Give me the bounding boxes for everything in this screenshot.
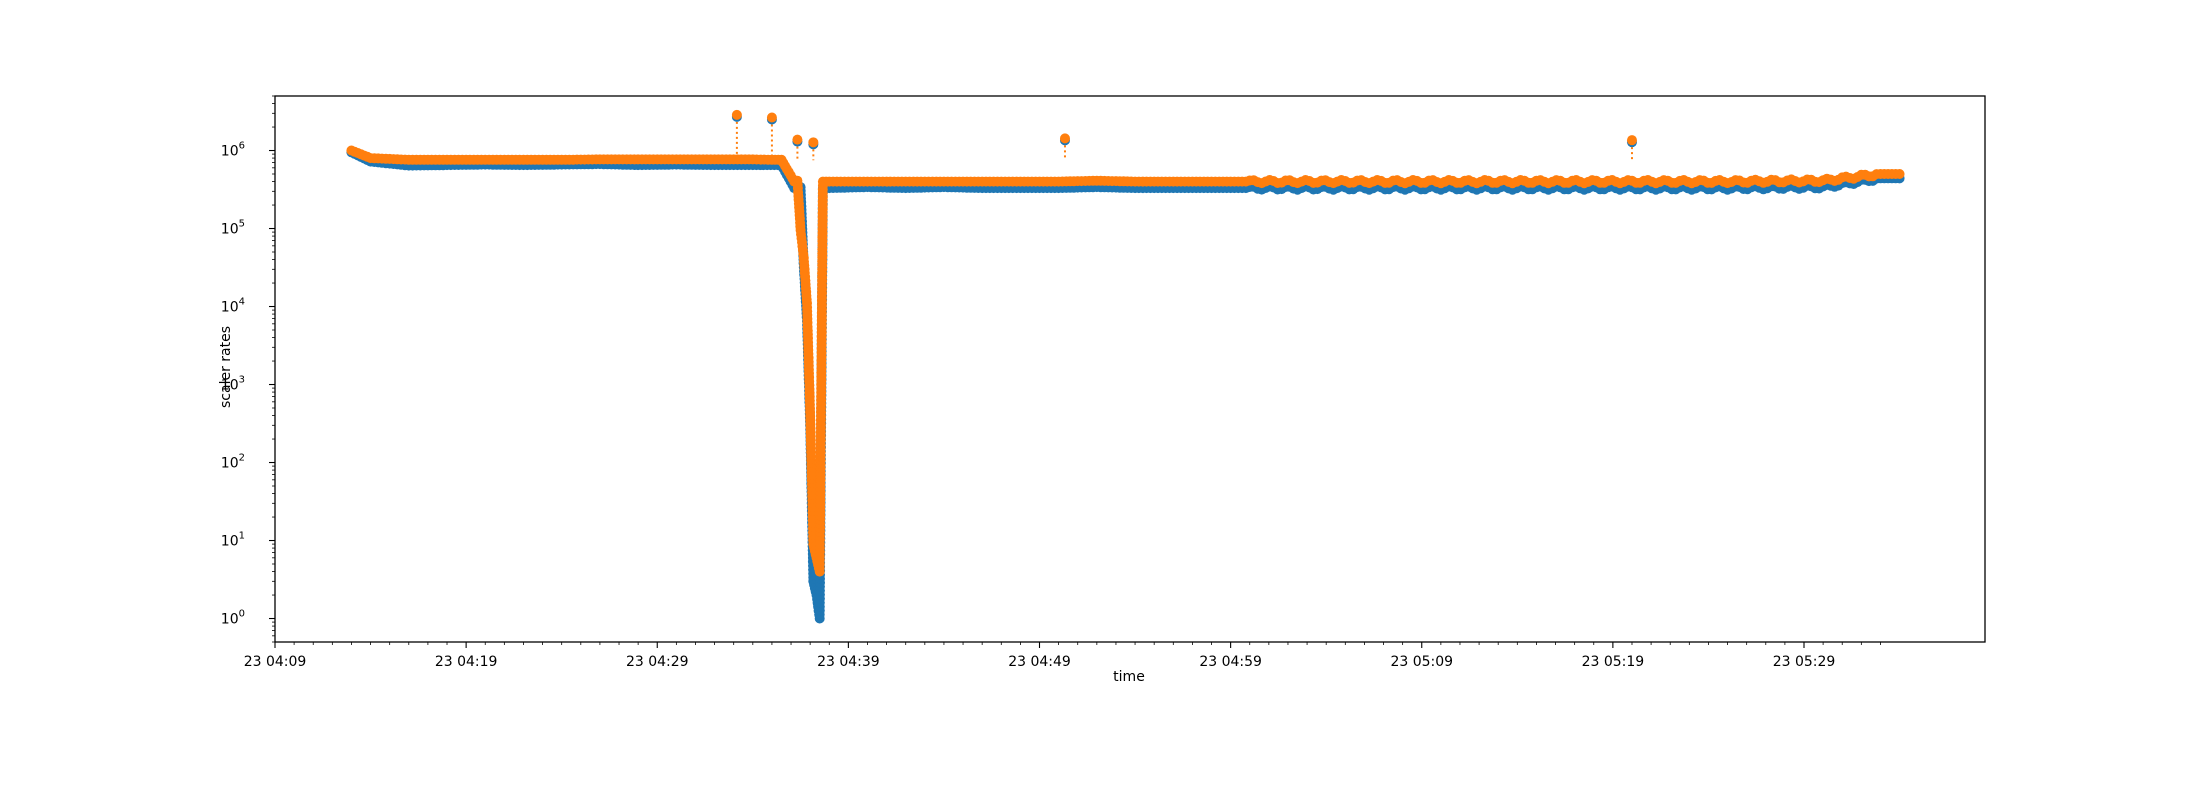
y-tick-label: 102 xyxy=(221,453,245,472)
y-tick-label: 100 xyxy=(221,609,245,628)
x-axis: 23 04:09 23 04:19 23 04:29 23 04:39 23 04:49… xyxy=(244,642,1881,670)
x-tick-label: 23 04:29 xyxy=(626,654,689,670)
y-tick-label: 106 xyxy=(221,141,245,160)
x-axis-label: time xyxy=(1113,669,1145,685)
series-layer xyxy=(346,109,1905,624)
spike-point xyxy=(792,134,803,145)
x-tick-label: 23 04:49 xyxy=(1008,654,1071,670)
x-tick-label: 23 04:59 xyxy=(1199,654,1262,670)
spike-point xyxy=(766,112,777,123)
spike-point xyxy=(1626,135,1637,146)
y-tick-label: 104 xyxy=(221,297,245,316)
data-point xyxy=(1894,169,1905,179)
spike-point xyxy=(1059,133,1070,144)
x-tick-label: 23 04:09 xyxy=(244,654,307,670)
y-axis-label: scaler rates xyxy=(218,326,234,408)
y-tick-label: 103 xyxy=(221,375,245,394)
x-tick-label: 23 04:19 xyxy=(435,654,498,670)
plot-area-frame xyxy=(274,95,1986,643)
y-tick-label: 101 xyxy=(221,531,245,550)
x-tick-label: 23 05:09 xyxy=(1390,654,1453,670)
spike-point xyxy=(808,137,819,148)
series-2 xyxy=(346,109,1905,577)
spike-point xyxy=(731,109,742,120)
x-tick-label: 23 04:39 xyxy=(817,654,880,670)
y-tick-label: 105 xyxy=(221,219,245,238)
x-tick-label: 23 05:29 xyxy=(1773,654,1836,670)
x-tick-label: 23 05:19 xyxy=(1582,654,1645,670)
y-axis: 100 101 102 103 104 105 106 xyxy=(221,95,275,643)
